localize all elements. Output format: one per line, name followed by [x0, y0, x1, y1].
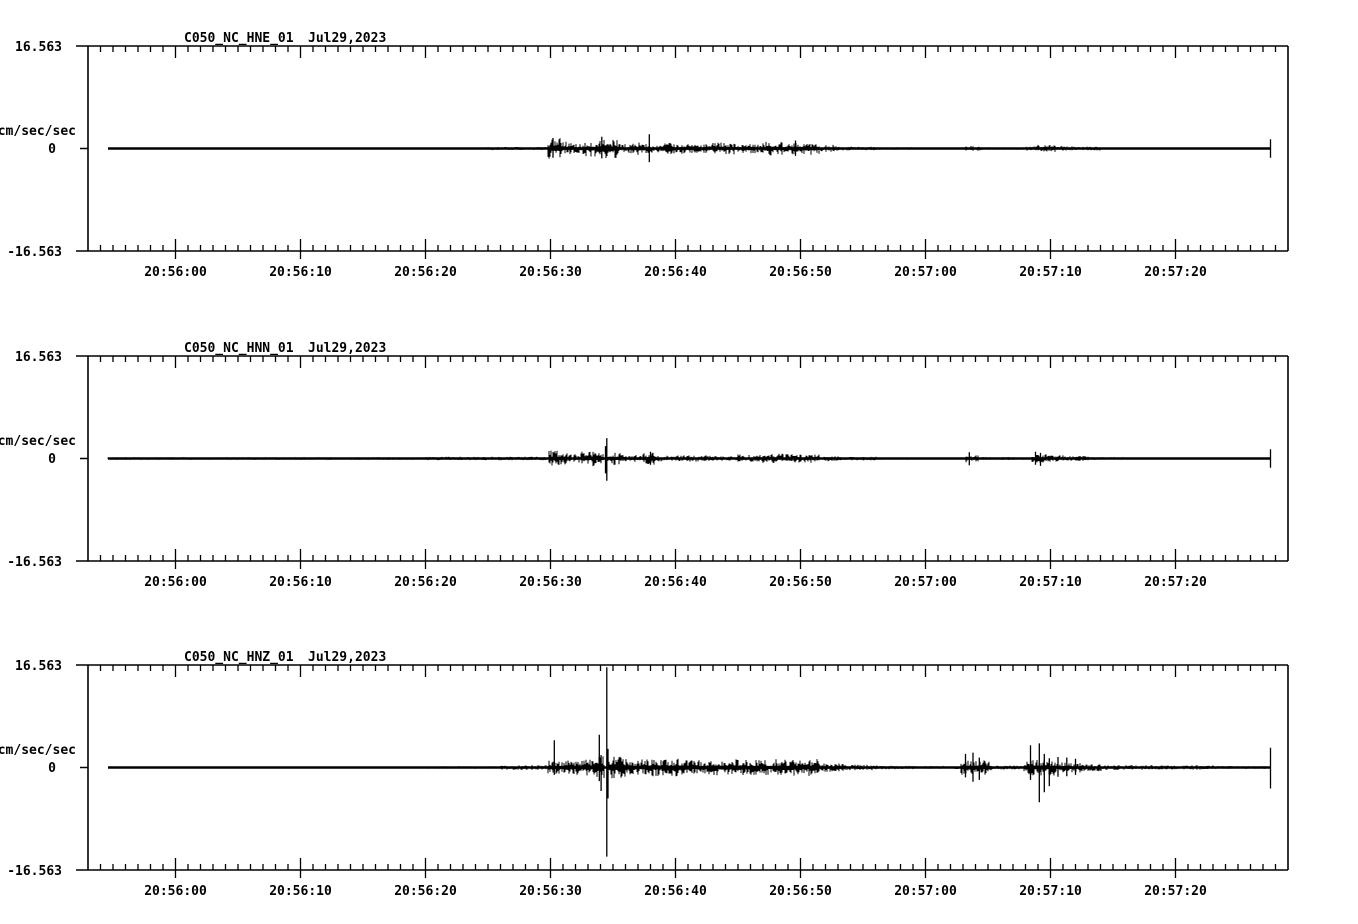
x-tick-label: 20:56:00: [144, 884, 207, 899]
waveform-trace: [108, 134, 1272, 163]
y-tick-min: -16.563: [7, 555, 62, 570]
x-tick-label: 20:56:20: [394, 575, 457, 590]
x-tick-label: 20:57:20: [1144, 575, 1207, 590]
x-tick-label: 20:56:40: [644, 884, 707, 899]
plot-title-date: Jul29,2023: [308, 341, 386, 356]
plot-frame: [76, 45, 1289, 259]
waveform-plot-hne: C050_NC_HNE_01 Jul29,2023 16.563 cm/sec/…: [0, 31, 1289, 280]
y-tick-zero: 0: [48, 452, 56, 467]
x-tick-label: 20:56:30: [519, 575, 582, 590]
plot-title-station: C050_NC_HNN_01: [184, 341, 294, 356]
plot-frame: [76, 355, 1289, 569]
x-tick-label: 20:57:00: [894, 265, 957, 280]
x-axis-labels: 20:56:00 20:56:10 20:56:20 20:56:30 20:56:40…: [144, 575, 1207, 590]
plot-title-station: C050_NC_HNE_01: [184, 31, 294, 46]
x-axis-labels: 20:56:00 20:56:10 20:56:20 20:56:30 20:56:40…: [144, 884, 1207, 899]
x-tick-label: 20:57:00: [894, 575, 957, 590]
waveform-plot-hnn: C050_NC_HNN_01 Jul29,2023 16.563 cm/sec/…: [0, 341, 1289, 590]
y-tick-max: 16.563: [15, 659, 62, 674]
x-tick-label: 20:56:50: [769, 884, 832, 899]
x-tick-label: 20:57:10: [1019, 265, 1082, 280]
y-tick-max: 16.563: [15, 350, 62, 365]
x-tick-label: 20:57:20: [1144, 265, 1207, 280]
plot-title-date: Jul29,2023: [308, 650, 386, 665]
y-tick-zero: 0: [48, 142, 56, 157]
x-tick-label: 20:56:20: [394, 265, 457, 280]
waveform-trace: [108, 667, 1272, 857]
seismogram-panel-hne: C050_NC_HNE_01 Jul29,2023 16.563 cm/sec/…: [0, 0, 1358, 305]
plot-frame: [76, 664, 1289, 878]
y-tick-min: -16.563: [7, 864, 62, 879]
x-tick-label: 20:56:20: [394, 884, 457, 899]
waveform-trace: [107, 438, 1272, 481]
x-tick-label: 20:56:30: [519, 884, 582, 899]
y-tick-min: -16.563: [7, 245, 62, 260]
x-tick-label: 20:56:50: [769, 265, 832, 280]
x-tick-label: 20:56:10: [269, 884, 332, 899]
waveform-plot-hnz: C050_NC_HNZ_01 Jul29,2023 16.563 cm/sec/…: [0, 650, 1289, 899]
seismogram-panel-hnz: C050_NC_HNZ_01 Jul29,2023 16.563 cm/sec/…: [0, 619, 1358, 924]
x-tick-label: 20:56:10: [269, 265, 332, 280]
x-tick-label: 20:56:00: [144, 575, 207, 590]
seismogram-panel-hnn: C050_NC_HNN_01 Jul29,2023 16.563 cm/sec/…: [0, 310, 1358, 615]
x-tick-label: 20:56:40: [644, 265, 707, 280]
y-axis-unit-label: cm/sec/sec: [0, 743, 76, 758]
plot-title-date: Jul29,2023: [308, 31, 386, 46]
x-tick-label: 20:56:00: [144, 265, 207, 280]
y-tick-zero: 0: [48, 761, 56, 776]
x-axis-labels: 20:56:00 20:56:10 20:56:20 20:56:30 20:56:40…: [144, 265, 1207, 280]
x-tick-label: 20:56:50: [769, 575, 832, 590]
x-tick-label: 20:57:00: [894, 884, 957, 899]
x-tick-label: 20:56:30: [519, 265, 582, 280]
x-tick-label: 20:56:40: [644, 575, 707, 590]
x-tick-label: 20:57:20: [1144, 884, 1207, 899]
x-tick-label: 20:57:10: [1019, 884, 1082, 899]
y-axis-unit-label: cm/sec/sec: [0, 434, 76, 449]
y-tick-max: 16.563: [15, 40, 62, 55]
plot-title-station: C050_NC_HNZ_01: [184, 650, 294, 665]
x-tick-label: 20:56:10: [269, 575, 332, 590]
x-tick-label: 20:57:10: [1019, 575, 1082, 590]
y-axis-unit-label: cm/sec/sec: [0, 124, 76, 139]
